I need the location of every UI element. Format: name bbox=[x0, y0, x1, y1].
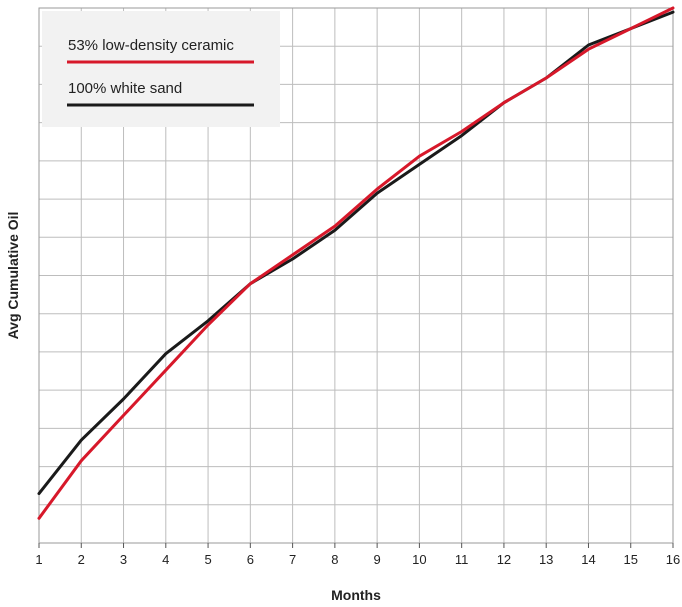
x-tick-label: 11 bbox=[455, 552, 469, 567]
x-tick-label: 8 bbox=[331, 552, 338, 567]
x-tick-label: 13 bbox=[539, 552, 553, 567]
legend-background bbox=[42, 11, 280, 127]
x-tick-label: 10 bbox=[412, 552, 426, 567]
legend-label-ceramic: 53% low-density ceramic bbox=[68, 37, 234, 54]
x-axis-label: Months bbox=[331, 587, 381, 603]
legend: 53% low-density ceramic 100% white sand bbox=[42, 11, 280, 127]
x-tick-label: 15 bbox=[623, 552, 637, 567]
x-tick-label: 1 bbox=[35, 552, 42, 567]
x-tick-label: 7 bbox=[289, 552, 296, 567]
x-tick-label: 14 bbox=[581, 552, 595, 567]
series-layer bbox=[37, 6, 675, 520]
x-tick-label: 2 bbox=[78, 552, 85, 567]
x-tick-label: 4 bbox=[162, 552, 169, 567]
x-tick-label: 9 bbox=[374, 552, 381, 567]
x-tick-labels: 1 2 3 4 5 6 7 8 9 10 11 12 13 14 15 16 bbox=[35, 543, 680, 567]
plot-frame bbox=[38, 7, 674, 544]
x-tick-label: 3 bbox=[120, 552, 127, 567]
series-line-white-sand bbox=[37, 10, 675, 496]
x-tick-label: 6 bbox=[247, 552, 254, 567]
x-tick-label: 5 bbox=[204, 552, 211, 567]
y-axis-label: Avg Cumulative Oil bbox=[5, 212, 21, 340]
x-tick-label: 12 bbox=[497, 552, 511, 567]
legend-label-white-sand: 100% white sand bbox=[68, 80, 182, 97]
x-tick-label: 16 bbox=[666, 552, 680, 567]
series-line-ceramic bbox=[37, 6, 675, 520]
